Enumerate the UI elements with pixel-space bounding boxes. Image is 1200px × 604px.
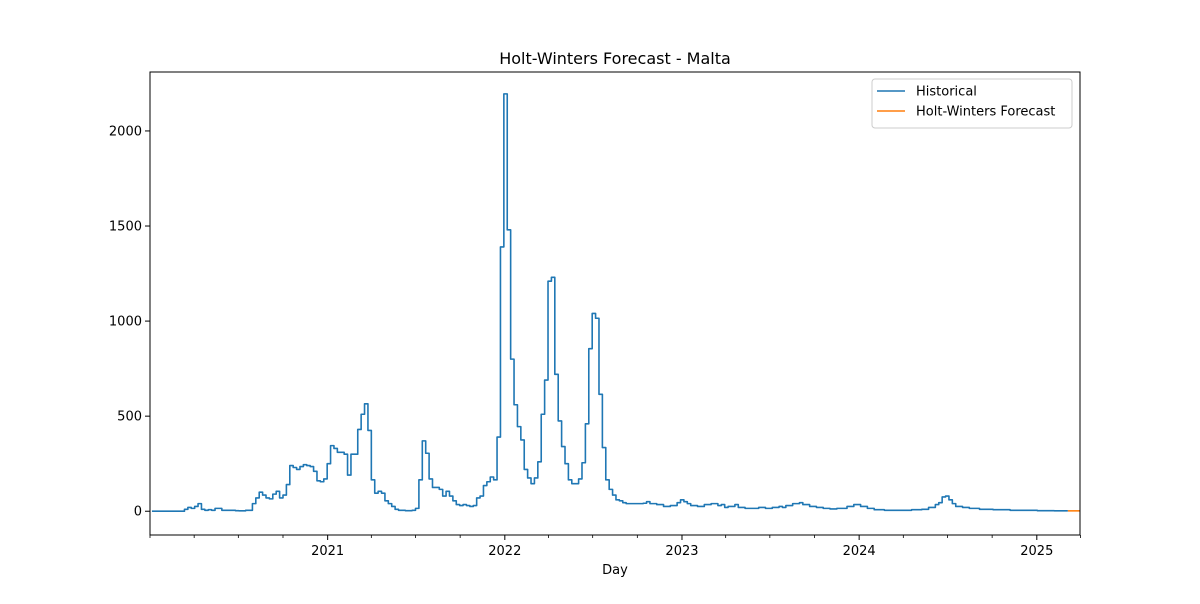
x-axis-label: Day [602,563,628,578]
y-tick-label: 500 [117,410,142,425]
x-tick-label: 2023 [665,544,698,559]
y-tick-label: 1000 [109,315,142,330]
legend-label: Historical [916,85,977,100]
plot-area [151,93,1080,513]
axes-layer: 0 500 1000 1500 2000 2021 2022 2023 2024 2025 [109,71,1081,559]
x-tick-label: 2022 [488,544,521,559]
legend: Historical Holt-Winters Forecast [871,78,1073,129]
axes-frame [149,71,1081,536]
x-tick-label: 2021 [311,544,344,559]
y-tick-label: 1500 [109,220,142,235]
x-tick-label: 2025 [1020,544,1053,559]
chart-title: Holt-Winters Forecast - Malta [499,49,731,68]
series-line-historical [151,93,1068,513]
legend-label: Holt-Winters Forecast [916,105,1055,120]
y-tick-label: 0 [134,505,142,520]
y-tick-label: 2000 [109,124,142,139]
legend-box [871,78,1073,129]
x-tick-label: 2024 [843,544,876,559]
